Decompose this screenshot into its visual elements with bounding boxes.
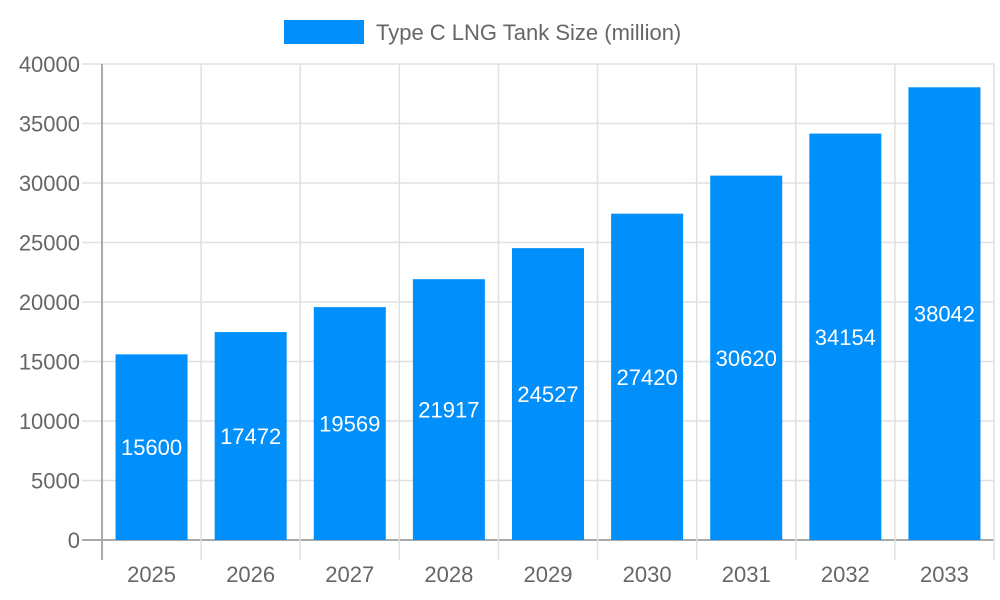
bar-2029[interactable] — [512, 248, 584, 540]
data-label: 24527 — [517, 382, 578, 407]
x-tick-label: 2025 — [127, 562, 176, 587]
y-tick-label: 5000 — [31, 469, 80, 494]
x-tick-label: 2027 — [325, 562, 374, 587]
data-label: 15600 — [121, 435, 182, 460]
data-label: 19569 — [319, 412, 380, 437]
x-tick-label: 2031 — [722, 562, 771, 587]
y-tick-label: 30000 — [19, 171, 80, 196]
y-tick-label: 25000 — [19, 231, 80, 256]
data-label: 27420 — [617, 365, 678, 390]
bar-2030[interactable] — [611, 213, 684, 540]
y-tick-label: 15000 — [19, 350, 80, 375]
y-tick-label: 40000 — [19, 52, 80, 77]
y-tick-label: 10000 — [19, 409, 80, 434]
y-tick-label: 35000 — [19, 112, 80, 137]
bar-2027[interactable] — [313, 307, 386, 540]
bar-2033[interactable] — [908, 87, 981, 540]
data-labels: 15600 17472 19569 21917 24527 27420 30620 34154… — [121, 302, 975, 461]
x-tick-label: 2032 — [821, 562, 870, 587]
data-label: 34154 — [815, 325, 876, 350]
y-tick-label: 0 — [68, 528, 80, 553]
bars — [115, 87, 981, 541]
axes: 0 5000 10000 15000 20000 25000 30000 35000 40000… — [19, 52, 969, 587]
bar-2032[interactable] — [809, 133, 882, 541]
y-tick-label: 20000 — [19, 290, 80, 315]
legend: Type C LNG Tank Size (million) — [284, 20, 681, 45]
bar-2028[interactable] — [412, 279, 485, 540]
x-tick-label: 2033 — [920, 562, 969, 587]
bar-2026[interactable] — [214, 332, 287, 540]
x-tick-label: 2028 — [424, 562, 473, 587]
x-tick-label: 2026 — [226, 562, 275, 587]
data-label: 30620 — [716, 346, 777, 371]
legend-label[interactable]: Type C LNG Tank Size (million) — [376, 20, 681, 45]
legend-swatch[interactable] — [284, 20, 364, 44]
bar-2031[interactable] — [710, 175, 783, 540]
x-tick-label: 2030 — [623, 562, 672, 587]
data-label: 17472 — [220, 424, 281, 449]
bar-2025[interactable] — [115, 354, 188, 540]
data-label: 38042 — [914, 302, 975, 327]
x-tick-label: 2029 — [524, 562, 573, 587]
data-label: 21917 — [418, 398, 479, 423]
